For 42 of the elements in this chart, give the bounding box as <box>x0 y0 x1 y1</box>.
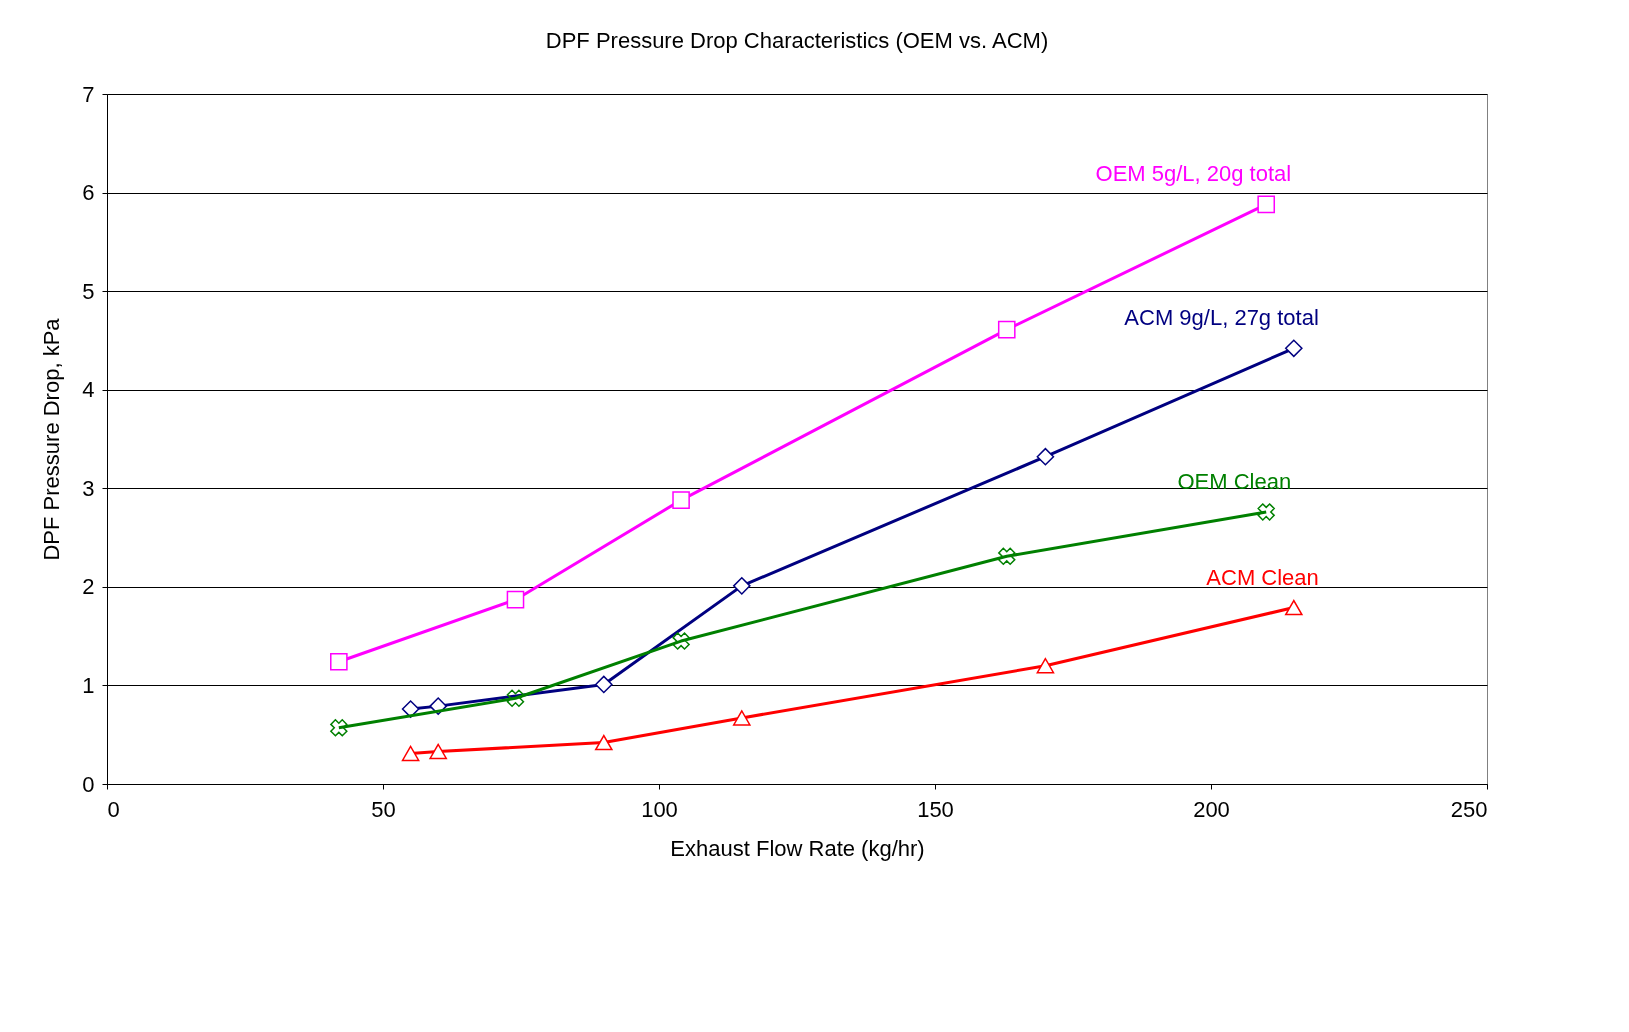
point <box>429 743 448 760</box>
series-label: OEM Clean <box>1177 468 1292 494</box>
x-tick-label: 0 <box>107 796 120 822</box>
point <box>1284 339 1303 358</box>
point <box>732 710 751 726</box>
point <box>594 675 613 694</box>
series-label: ACM 9g/L, 27g total <box>1124 305 1319 331</box>
point <box>672 491 690 509</box>
point <box>1257 503 1275 521</box>
point <box>506 689 525 707</box>
y-tick-label: 7 <box>82 81 95 107</box>
y-tick-label: 0 <box>82 771 95 797</box>
point <box>594 734 613 751</box>
point <box>1036 657 1055 674</box>
point <box>998 547 1016 566</box>
y-tick-label: 5 <box>82 278 95 304</box>
x-tick-label: 50 <box>371 796 396 822</box>
y-tick-label: 4 <box>82 377 95 403</box>
point <box>401 700 420 718</box>
x-tick-label: 200 <box>1193 796 1230 822</box>
point <box>1036 447 1055 466</box>
point <box>997 320 1016 339</box>
series-label: ACM Clean <box>1206 564 1319 590</box>
point <box>330 719 348 737</box>
point <box>1257 195 1276 214</box>
point <box>1284 599 1303 616</box>
y-axis-title: DPF Pressure Drop, kPa <box>39 317 65 561</box>
x-tick-label: 250 <box>1450 796 1488 822</box>
point <box>732 577 751 595</box>
y-tick-label: 3 <box>82 475 95 501</box>
y-tick-label: 2 <box>82 574 95 600</box>
point <box>401 745 420 762</box>
y-tick-label: 6 <box>82 180 95 206</box>
y-tick-label: 1 <box>82 672 95 698</box>
point <box>672 632 690 650</box>
series-label: OEM 5g/L, 20g total <box>1095 161 1292 187</box>
x-tick-label: 100 <box>641 796 678 822</box>
chart-title: DPF Pressure Drop Characteristics (OEM vs. ACM) <box>545 28 1049 53</box>
x-tick-label: 150 <box>917 796 954 822</box>
x-axis-title: Exhaust Flow Rate (kg/hr) <box>670 835 925 861</box>
point <box>506 590 525 609</box>
point <box>330 652 348 671</box>
